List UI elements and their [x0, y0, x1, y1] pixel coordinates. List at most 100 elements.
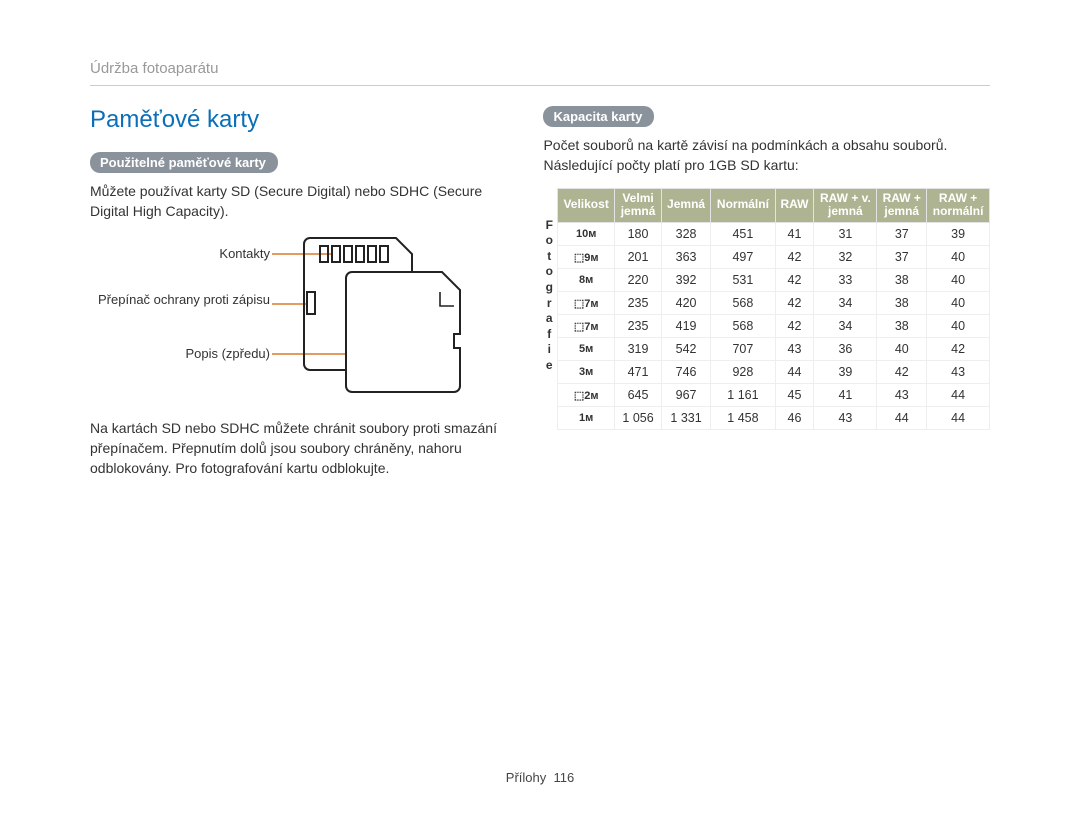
table-row: ⬚7ᴍ23541956842343840	[558, 315, 990, 338]
table-cell: 497	[711, 246, 775, 269]
table-cell: 746	[661, 361, 710, 384]
diagram-label-contacts: Kontakty	[219, 246, 270, 261]
table-cell: 42	[775, 315, 814, 338]
table-cell: 43	[775, 338, 814, 361]
table-cell: 220	[615, 269, 662, 292]
table-cell: 45	[775, 384, 814, 407]
table-cell: 42	[775, 246, 814, 269]
table-cell: 451	[711, 223, 775, 246]
table-cell: 967	[661, 384, 710, 407]
size-cell: 8ᴍ	[558, 269, 615, 292]
table-cell: 36	[814, 338, 877, 361]
table-cell: 419	[661, 315, 710, 338]
table-cell: 39	[814, 361, 877, 384]
table-cell: 40	[927, 246, 990, 269]
table-cell: 34	[814, 292, 877, 315]
table-cell: 568	[711, 315, 775, 338]
table-cell: 42	[775, 269, 814, 292]
table-cell: 645	[615, 384, 662, 407]
table-header-cell: RAW +jemná	[877, 188, 927, 223]
table-cell: 41	[775, 223, 814, 246]
table-cell: 44	[927, 384, 990, 407]
size-cell: ⬚2ᴍ	[558, 384, 615, 407]
table-cell: 235	[615, 292, 662, 315]
sd-card-icon	[290, 234, 490, 394]
footer-label: Přílohy	[506, 770, 546, 785]
table-cell: 44	[877, 407, 927, 430]
table-cell: 43	[877, 384, 927, 407]
table-cell: 1 161	[711, 384, 775, 407]
capacity-table: VelikostVelmijemnáJemnáNormálníRAWRAW + …	[557, 188, 990, 431]
table-cell: 235	[615, 315, 662, 338]
table-cell: 41	[814, 384, 877, 407]
table-row: 5ᴍ31954270743364042	[558, 338, 990, 361]
table-cell: 37	[877, 223, 927, 246]
table-cell: 40	[927, 269, 990, 292]
table-cell: 38	[877, 269, 927, 292]
table-cell: 42	[877, 361, 927, 384]
table-cell: 420	[661, 292, 710, 315]
size-cell: 5ᴍ	[558, 338, 615, 361]
table-header-cell: Velmijemná	[615, 188, 662, 223]
section-pill-usable-cards: Použitelné paměťové karty	[90, 152, 278, 173]
table-cell: 568	[711, 292, 775, 315]
table-cell: 37	[877, 246, 927, 269]
diagram-label-front: Popis (zpředu)	[185, 346, 270, 361]
table-cell: 44	[775, 361, 814, 384]
size-cell: 3ᴍ	[558, 361, 615, 384]
size-cell: ⬚7ᴍ	[558, 292, 615, 315]
table-cell: 39	[927, 223, 990, 246]
table-cell: 392	[661, 269, 710, 292]
divider	[90, 85, 990, 86]
table-header-cell: Velikost	[558, 188, 615, 223]
table-row: 8ᴍ22039253142333840	[558, 269, 990, 292]
table-cell: 42	[775, 292, 814, 315]
table-cell: 1 331	[661, 407, 710, 430]
table-header-cell: Normální	[711, 188, 775, 223]
table-header-row: VelikostVelmijemnáJemnáNormálníRAWRAW + …	[558, 188, 990, 223]
breadcrumb: Údržba fotoaparátu	[90, 60, 990, 77]
table-cell: 34	[814, 315, 877, 338]
table-header-cell: Jemná	[661, 188, 710, 223]
table-row-group-label: Fotografie	[543, 188, 557, 431]
right-column: Kapacita karty Počet souborů na kartě zá…	[543, 106, 990, 490]
page-footer: Přílohy 116	[0, 770, 1080, 785]
section-pill-capacity: Kapacita karty	[543, 106, 654, 127]
table-row: 1ᴍ1 0561 3311 45846434444	[558, 407, 990, 430]
size-cell: ⬚9ᴍ	[558, 246, 615, 269]
table-cell: 40	[927, 315, 990, 338]
table-cell: 42	[927, 338, 990, 361]
table-cell: 328	[661, 223, 710, 246]
table-cell: 31	[814, 223, 877, 246]
table-cell: 43	[814, 407, 877, 430]
table-cell: 33	[814, 269, 877, 292]
usable-cards-paragraph: Můžete používat karty SD (Secure Digital…	[90, 181, 503, 222]
size-cell: ⬚7ᴍ	[558, 315, 615, 338]
table-cell: 363	[661, 246, 710, 269]
table-cell: 180	[615, 223, 662, 246]
table-row: 10ᴍ18032845141313739	[558, 223, 990, 246]
table-cell: 201	[615, 246, 662, 269]
table-cell: 471	[615, 361, 662, 384]
table-cell: 43	[927, 361, 990, 384]
table-cell: 542	[661, 338, 710, 361]
table-cell: 707	[711, 338, 775, 361]
page-title: Paměťové karty	[90, 106, 503, 134]
footer-page-number: 116	[553, 770, 574, 785]
table-cell: 531	[711, 269, 775, 292]
table-cell: 40	[927, 292, 990, 315]
size-cell: 1ᴍ	[558, 407, 615, 430]
diagram-label-write-protect: Přepínač ochrany proti zápisu	[98, 292, 270, 308]
table-cell: 40	[877, 338, 927, 361]
write-protect-paragraph: Na kartách SD nebo SDHC můžete chránit s…	[90, 418, 503, 479]
table-row: 3ᴍ47174692844394243	[558, 361, 990, 384]
table-cell: 928	[711, 361, 775, 384]
table-cell: 38	[877, 315, 927, 338]
size-cell: 10ᴍ	[558, 223, 615, 246]
left-column: Paměťové karty Použitelné paměťové karty…	[90, 106, 503, 490]
table-header-cell: RAW + v.jemná	[814, 188, 877, 223]
table-row: ⬚7ᴍ23542056842343840	[558, 292, 990, 315]
table-cell: 38	[877, 292, 927, 315]
table-cell: 32	[814, 246, 877, 269]
table-cell: 1 056	[615, 407, 662, 430]
